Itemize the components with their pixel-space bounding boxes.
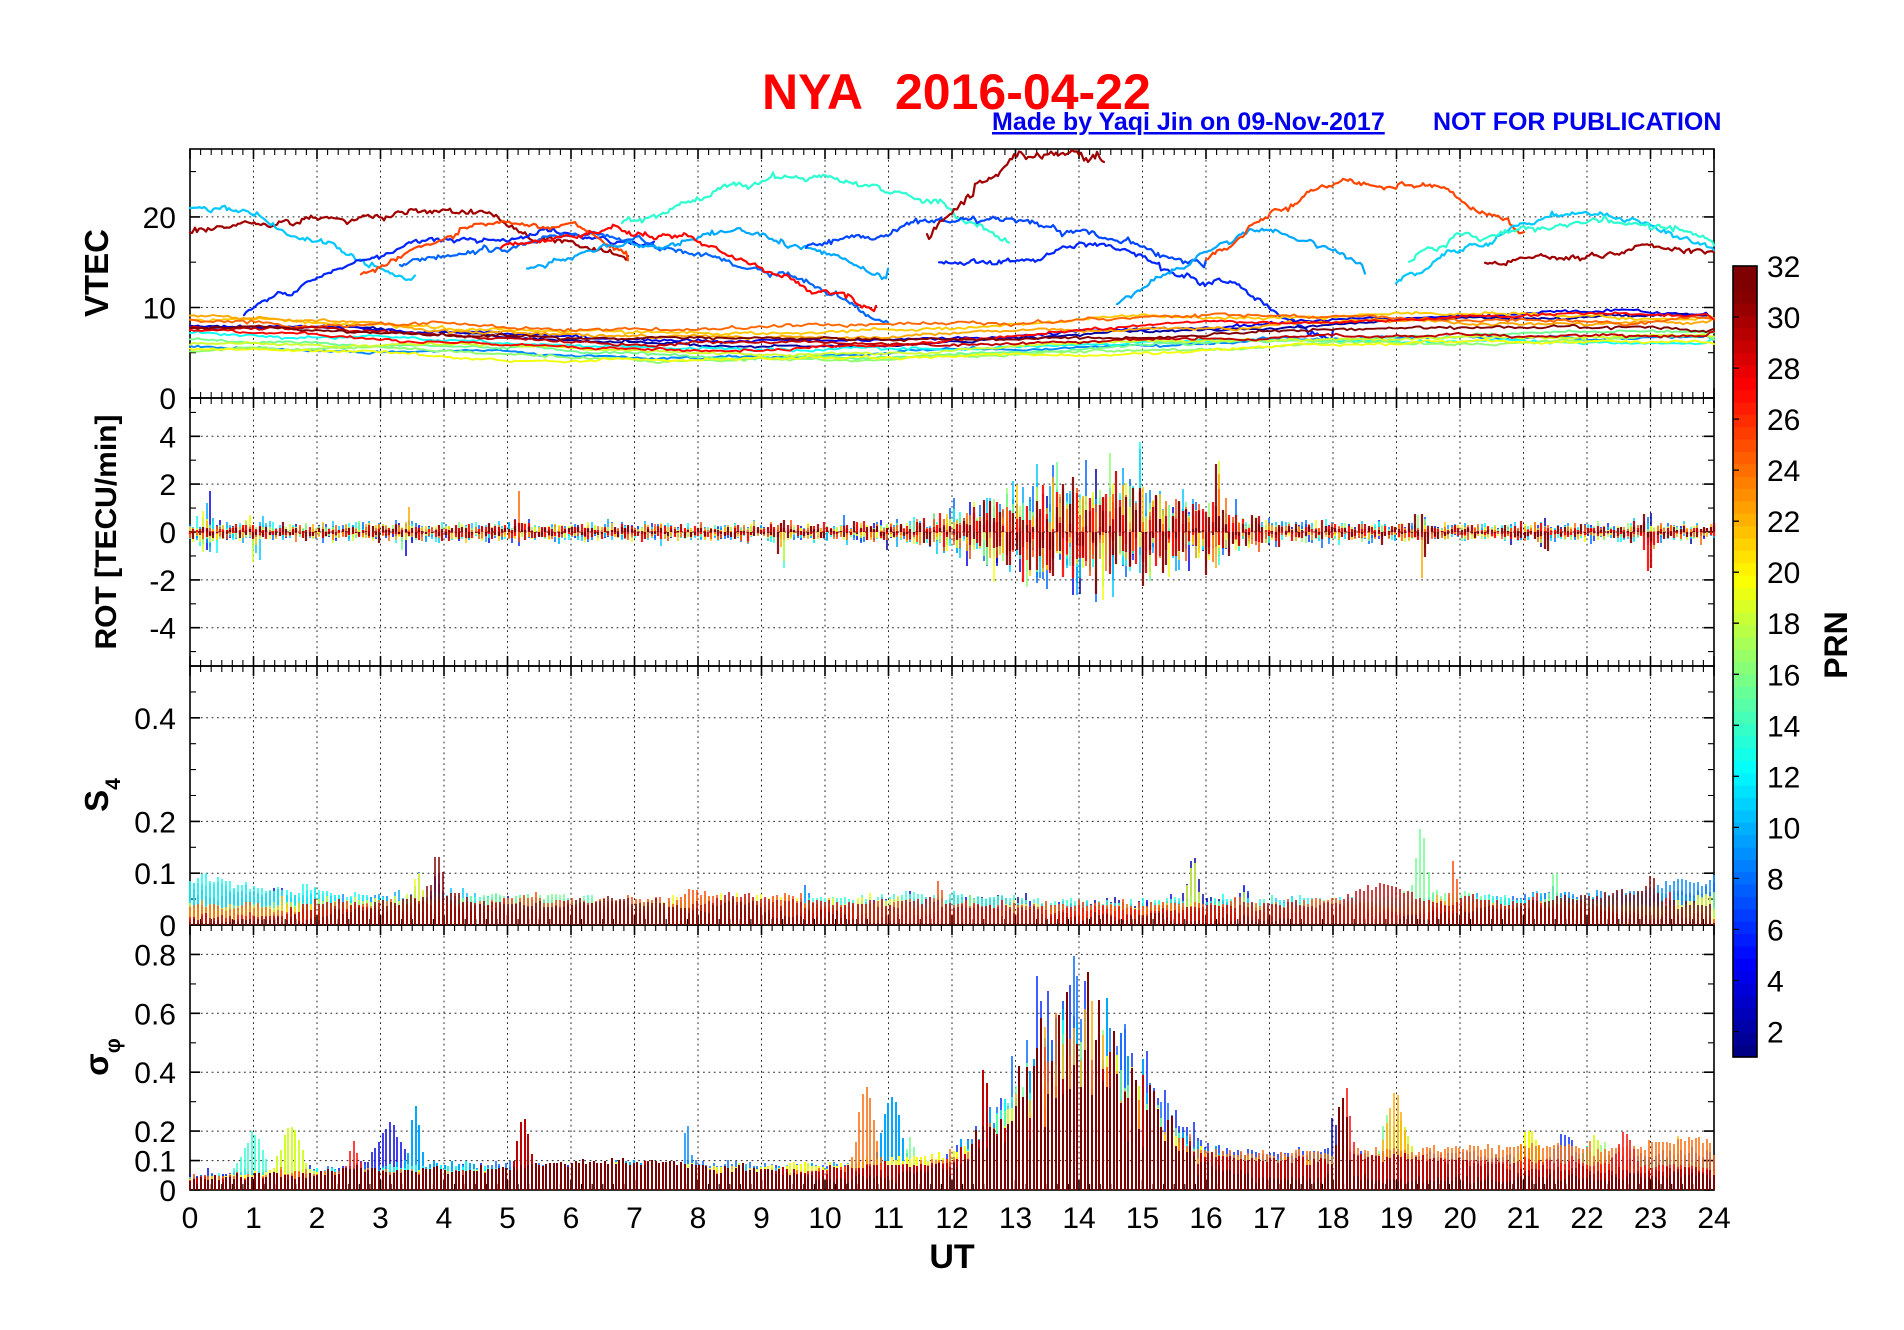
svg-text:ROT [TECU/min]: ROT [TECU/min] bbox=[90, 415, 123, 650]
svg-text:-4: -4 bbox=[149, 613, 176, 646]
svg-text:18: 18 bbox=[1767, 608, 1800, 641]
svg-text:0: 0 bbox=[159, 1175, 176, 1208]
svg-text:0.4: 0.4 bbox=[134, 703, 176, 736]
svg-text:VTEC: VTEC bbox=[78, 229, 115, 317]
svg-text:7: 7 bbox=[626, 1202, 643, 1235]
svg-text:NYA: NYA bbox=[762, 64, 863, 120]
svg-text:17: 17 bbox=[1253, 1202, 1286, 1235]
svg-text:2: 2 bbox=[309, 1202, 326, 1235]
svg-text:26: 26 bbox=[1767, 404, 1800, 437]
svg-text:0.1: 0.1 bbox=[134, 1146, 176, 1179]
svg-text:11: 11 bbox=[873, 1202, 904, 1235]
svg-text:3: 3 bbox=[372, 1202, 389, 1235]
svg-text:14: 14 bbox=[1062, 1202, 1095, 1235]
svg-text:0.2: 0.2 bbox=[134, 806, 176, 839]
svg-text:0: 0 bbox=[159, 383, 176, 416]
svg-text:8: 8 bbox=[690, 1202, 707, 1235]
svg-text:0.8: 0.8 bbox=[134, 939, 176, 972]
svg-text:4: 4 bbox=[1767, 966, 1784, 999]
svg-text:12: 12 bbox=[1767, 761, 1800, 794]
svg-text:16: 16 bbox=[1767, 659, 1800, 692]
svg-text:Made by Yaqi Jin on 09-Nov-201: Made by Yaqi Jin on 09-Nov-2017 bbox=[992, 108, 1385, 136]
svg-text:5: 5 bbox=[499, 1202, 516, 1235]
svg-text:0: 0 bbox=[159, 910, 176, 943]
svg-text:20: 20 bbox=[1767, 557, 1800, 590]
svg-text:NOT FOR PUBLICATION: NOT FOR PUBLICATION bbox=[1433, 108, 1721, 136]
svg-text:-2: -2 bbox=[149, 565, 176, 598]
svg-text:24: 24 bbox=[1767, 455, 1800, 488]
svg-text:4: 4 bbox=[436, 1202, 453, 1235]
svg-text:14: 14 bbox=[1767, 710, 1800, 743]
svg-text:15: 15 bbox=[1126, 1202, 1159, 1235]
svg-text:10: 10 bbox=[808, 1202, 841, 1235]
svg-text:0.6: 0.6 bbox=[134, 998, 176, 1031]
svg-text:2: 2 bbox=[159, 469, 176, 502]
svg-text:8: 8 bbox=[1767, 863, 1784, 896]
svg-text:0: 0 bbox=[159, 517, 176, 550]
svg-text:22: 22 bbox=[1570, 1202, 1603, 1235]
svg-text:22: 22 bbox=[1767, 506, 1800, 539]
svg-text:6: 6 bbox=[1767, 914, 1784, 947]
svg-text:0.2: 0.2 bbox=[134, 1116, 176, 1149]
svg-text:21: 21 bbox=[1507, 1202, 1540, 1235]
svg-text:32: 32 bbox=[1767, 251, 1800, 284]
svg-text:19: 19 bbox=[1380, 1202, 1413, 1235]
svg-text:UT: UT bbox=[929, 1238, 975, 1276]
svg-text:18: 18 bbox=[1316, 1202, 1349, 1235]
svg-text:10: 10 bbox=[143, 293, 176, 326]
svg-text:20: 20 bbox=[143, 202, 176, 235]
svg-text:PRN: PRN bbox=[1818, 611, 1854, 679]
svg-text:20: 20 bbox=[1443, 1202, 1476, 1235]
svg-text:0.4: 0.4 bbox=[134, 1057, 176, 1090]
svg-text:28: 28 bbox=[1767, 353, 1800, 386]
svg-text:30: 30 bbox=[1767, 302, 1800, 335]
svg-text:10: 10 bbox=[1767, 812, 1800, 845]
svg-text:1: 1 bbox=[245, 1202, 262, 1235]
svg-text:6: 6 bbox=[563, 1202, 580, 1235]
svg-text:0.1: 0.1 bbox=[134, 858, 176, 891]
svg-text:23: 23 bbox=[1634, 1202, 1667, 1235]
svg-text:12: 12 bbox=[935, 1202, 968, 1235]
svg-text:4: 4 bbox=[159, 421, 176, 454]
svg-text:2: 2 bbox=[1767, 1017, 1784, 1050]
svg-text:13: 13 bbox=[999, 1202, 1032, 1235]
svg-text:16: 16 bbox=[1189, 1202, 1222, 1235]
svg-text:0: 0 bbox=[182, 1202, 199, 1235]
svg-text:24: 24 bbox=[1697, 1202, 1730, 1235]
svg-text:9: 9 bbox=[753, 1202, 770, 1235]
